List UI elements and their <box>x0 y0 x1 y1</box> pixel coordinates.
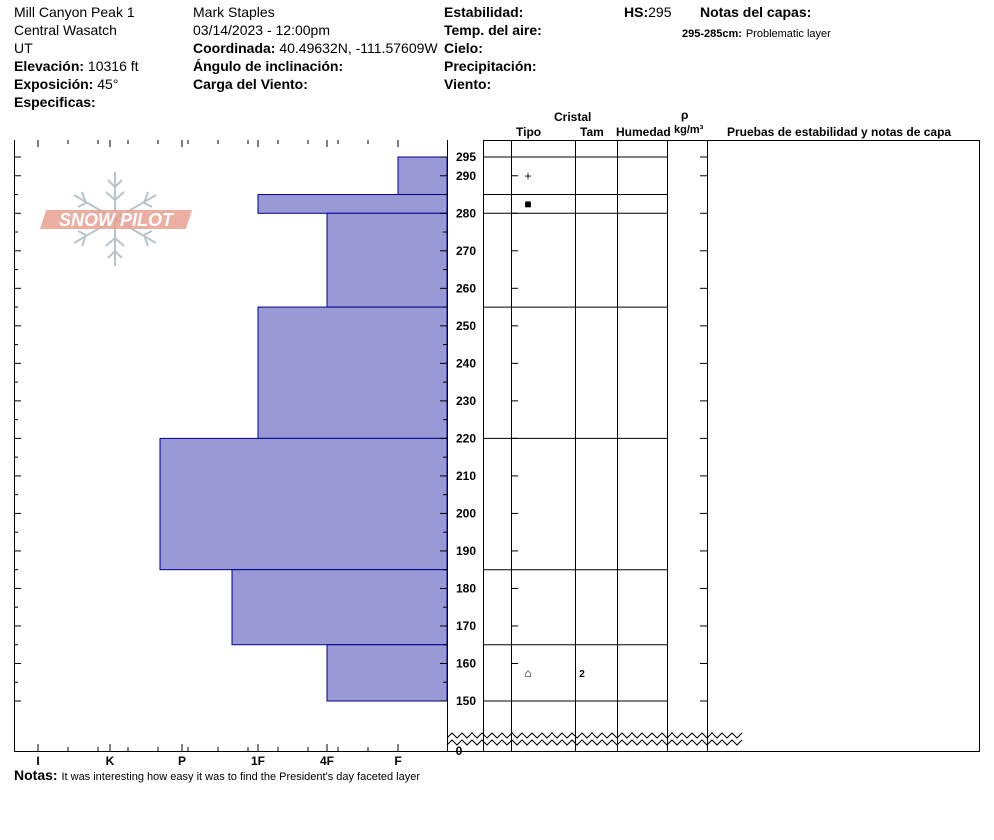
sky-label: Cielo: <box>444 40 483 56</box>
notes-text: It was interesting how easy it was to fi… <box>61 771 421 783</box>
layer-note-row: 295-285cm: Problematic layer <box>682 23 831 41</box>
hardness-bar-3 <box>257 306 448 439</box>
hardness-bars <box>159 156 448 702</box>
crystal-rows: + ■ ⌂ 2 <box>524 169 585 680</box>
specifics-label: Especificas: <box>14 94 96 110</box>
depth-label-0: 150 <box>456 694 476 708</box>
depth-label-11: 260 <box>456 281 476 295</box>
hardness-label-5: F <box>394 754 401 768</box>
air-temp-label: Temp. del aire: <box>444 22 542 38</box>
moisture-header: Humedad <box>616 125 671 139</box>
hs-row: HS:295 <box>624 3 671 21</box>
hardness-label-0: I <box>36 754 39 768</box>
layer-boundaries <box>483 156 667 702</box>
depth-label-5: 200 <box>456 506 476 520</box>
notes-label: Notas: <box>14 767 58 783</box>
size-header: Tam <box>580 125 604 139</box>
hardness-bar-1 <box>257 194 448 214</box>
hardness-label-3: 1F <box>251 754 265 768</box>
crystal-type-symbol-0: + <box>524 169 531 183</box>
depth-label-14: 290 <box>456 169 476 183</box>
crystal-type-symbol-2: ⌂ <box>524 666 531 680</box>
depth-label-7: 220 <box>456 431 476 445</box>
rho-header: ρ <box>681 108 689 122</box>
elevation-value: 10316 ft <box>87 58 139 74</box>
crystal-table <box>446 140 980 752</box>
tests-header: Pruebas de estabilidad y notas de capa <box>727 125 952 139</box>
coordinate-value: 40.49632N, -111.57609W <box>279 40 438 56</box>
hardness-label-4: 4F <box>320 754 334 768</box>
depth-label-10: 250 <box>456 319 476 333</box>
depth-break-line-1 <box>446 732 743 739</box>
location-name: Mill Canyon Peak 1 <box>14 4 135 20</box>
observer-name: Mark Staples <box>193 4 275 20</box>
depth-break-line-2 <box>446 739 743 746</box>
depth-ticks: 150 160 170 180 190 200 210 220 230 240 250 260 270 2… <box>14 150 707 758</box>
aspect-value: 45° <box>97 76 119 92</box>
depth-label-8: 230 <box>456 394 476 408</box>
depth-label-13: 280 <box>456 206 476 220</box>
crystal-header: Cristal <box>554 110 592 124</box>
hs-label: HS: <box>624 4 649 20</box>
hardness-bar-6 <box>326 644 448 702</box>
hardness-bar-4 <box>159 437 448 571</box>
state-name: UT <box>14 40 33 56</box>
coordinate-label: Coordinada: <box>193 40 276 56</box>
layer-notes-label: Notas del capas: <box>700 4 812 20</box>
crystal-size-2: 2 <box>579 669 585 680</box>
elevation-label: Elevación: <box>14 58 85 74</box>
crystal-type-symbol-1: ■ <box>524 197 531 211</box>
slope-angle-label: Ángulo de inclinación: <box>193 58 344 74</box>
depth-label-9: 240 <box>456 356 476 370</box>
elevation-row: Elevación: 10316 ft <box>14 57 139 75</box>
type-header: Tipo <box>516 125 542 139</box>
depth-label-15: 295 <box>456 150 476 164</box>
hardness-label-1: K <box>106 754 115 768</box>
depth-label-12: 270 <box>456 244 476 258</box>
aspect-label: Exposición: <box>14 76 94 92</box>
notes-row: Notas: It was interesting how easy it wa… <box>14 766 420 784</box>
depth-label-1: 160 <box>456 656 476 670</box>
hardness-bar-5 <box>231 569 448 646</box>
wind-load-label: Carga del Viento: <box>193 76 308 92</box>
depth-label-4: 190 <box>456 544 476 558</box>
layer-note-range: 295-285cm: <box>682 28 742 40</box>
density-unit-header: kg/m³ <box>674 124 704 136</box>
hardness-ticks: I K P 1F 4F F <box>36 140 402 768</box>
precipitation-label: Precipitación: <box>444 58 537 74</box>
stability-label: Estabilidad: <box>444 4 524 20</box>
snowpilot-logo: SNOW PILOT <box>40 172 192 266</box>
depth-label-3: 180 <box>456 581 476 595</box>
observation-datetime: 03/14/2023 - 12:00pm <box>193 22 330 38</box>
wind-label: Viento: <box>444 76 492 92</box>
depth-label-2: 170 <box>456 619 476 633</box>
hardness-bar-0 <box>397 156 448 196</box>
coordinate-row: Coordinada: 40.49632N, -111.57609W <box>193 39 438 57</box>
hardness-label-2: P <box>178 754 186 768</box>
layer-note-text: Problematic layer <box>745 28 831 40</box>
depth-label-6: 210 <box>456 469 476 483</box>
hs-value: 295 <box>648 4 672 20</box>
region-name: Central Wasatch <box>14 22 117 38</box>
aspect-row: Exposición: 45° <box>14 75 118 93</box>
logo-text: SNOW PILOT <box>59 210 175 230</box>
hardness-bar-2 <box>326 212 448 308</box>
